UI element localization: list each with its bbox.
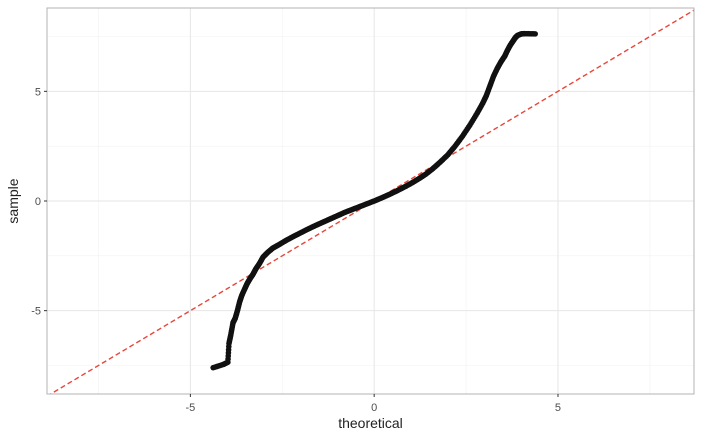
y-axis-label: sample — [5, 178, 21, 223]
y-axis-ticks: -5 0 5 — [31, 86, 47, 318]
x-axis-ticks: -5 0 5 — [185, 394, 561, 414]
x-tick-label: 5 — [555, 402, 561, 414]
points-layer — [210, 30, 538, 371]
x-axis-label: theoretical — [338, 415, 403, 431]
y-tick-label: -5 — [31, 306, 41, 318]
data-point — [530, 31, 537, 37]
x-tick-label: 0 — [371, 402, 377, 414]
y-tick-label: 0 — [35, 196, 41, 208]
x-tick-label: -5 — [185, 402, 195, 414]
y-tick-label: 5 — [35, 86, 41, 98]
data-point — [225, 343, 232, 350]
